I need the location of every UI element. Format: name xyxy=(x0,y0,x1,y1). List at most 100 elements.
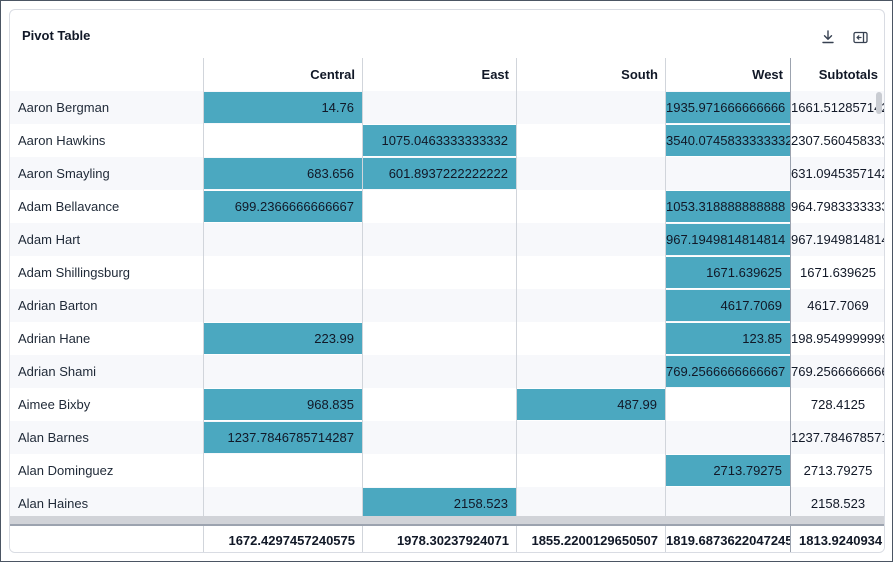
download-icon xyxy=(822,30,834,44)
card-title: Pivot Table xyxy=(22,28,91,43)
row-label: Adrian Barton xyxy=(18,298,98,313)
row-label: Alan Barnes xyxy=(18,430,89,445)
subtotal-cell: 198.95499999999998 xyxy=(791,331,884,346)
value-cell xyxy=(204,455,362,486)
value-cell xyxy=(204,290,362,321)
table-row: Alan Haines 2158.523 2158.523 xyxy=(10,487,884,520)
table-row: Adam Bellavance 699.2366666666667 1053.318… xyxy=(10,190,884,223)
expand-panel-button[interactable] xyxy=(849,26,871,48)
row-label: Aaron Bergman xyxy=(18,100,110,115)
value-cell xyxy=(517,257,665,288)
column-divider xyxy=(362,58,363,528)
column-divider xyxy=(790,58,791,528)
value-cell: 2158.523 xyxy=(363,488,516,519)
column-header-central[interactable]: Central xyxy=(310,67,355,82)
row-label: Adam Bellavance xyxy=(18,199,120,214)
grand-total-cell: 1813.9240934 xyxy=(799,533,883,548)
value-cell: 123.85 xyxy=(666,323,790,354)
column-divider xyxy=(516,526,517,552)
row-label: Alan Dominguez xyxy=(18,463,114,478)
row-label: Aaron Smayling xyxy=(18,166,110,181)
value-cell: 2713.79275 xyxy=(666,455,790,486)
row-label: Aaron Hawkins xyxy=(18,133,106,148)
row-label: Adam Shillingsburg xyxy=(18,265,131,280)
pivot-grid: Central East South West Subtotals Aaron Berg… xyxy=(10,58,884,552)
value-cell xyxy=(363,290,516,321)
table-row: Aaron Smayling 683.656 601.8937222222222 63… xyxy=(10,157,884,190)
vertical-scrollbar[interactable] xyxy=(876,92,882,114)
value-cell: 1053.318888888888 xyxy=(666,191,790,222)
value-cell xyxy=(204,125,362,156)
value-cell xyxy=(517,422,665,453)
column-divider xyxy=(516,58,517,528)
value-cell xyxy=(363,257,516,288)
value-cell xyxy=(363,455,516,486)
value-cell xyxy=(517,290,665,321)
column-divider xyxy=(203,58,204,528)
value-cell xyxy=(666,488,790,519)
subtotal-cell: 4617.7069 xyxy=(807,298,869,313)
value-cell xyxy=(363,422,516,453)
value-cell: 769.2566666666667 xyxy=(666,356,790,387)
subtotal-cell: 1237.7846785714287 xyxy=(791,430,884,445)
value-cell: 487.99 xyxy=(517,389,665,420)
value-cell xyxy=(363,389,516,420)
value-cell: 699.2366666666667 xyxy=(204,191,362,222)
value-cell xyxy=(517,224,665,255)
value-cell xyxy=(517,488,665,519)
expand-panel-icon xyxy=(852,31,868,43)
table-row: Adrian Shami 769.2566666666667 769.2566666… xyxy=(10,355,884,388)
value-cell: 4617.7069 xyxy=(666,290,790,321)
column-divider xyxy=(203,526,204,552)
value-cell xyxy=(517,455,665,486)
column-header-subtotals[interactable]: Subtotals xyxy=(818,67,878,82)
totals-row: 1672.4297457240575 1978.30237924071 1855.2… xyxy=(10,524,884,552)
value-cell: 14.76 xyxy=(204,92,362,123)
subtotal-cell: 964.7983333333333 xyxy=(791,199,884,214)
horizontal-scrollbar[interactable] xyxy=(10,516,884,524)
column-header-west[interactable]: West xyxy=(752,67,783,82)
value-cell: 1237.7846785714287 xyxy=(204,422,362,453)
column-divider xyxy=(790,526,791,552)
value-cell xyxy=(363,356,516,387)
grand-total-cell: 1978.30237924071 xyxy=(396,533,509,548)
subtotal-cell: 2307.5604583333335 xyxy=(791,133,884,148)
value-cell: 1671.639625 xyxy=(666,257,790,288)
column-header-south[interactable]: South xyxy=(621,67,658,82)
table-row: Alan Barnes 1237.7846785714287 1237.784678… xyxy=(10,421,884,454)
value-cell xyxy=(204,488,362,519)
value-cell xyxy=(517,323,665,354)
subtotal-cell: 1661.512857142857 xyxy=(791,100,884,115)
value-cell: 968.835 xyxy=(204,389,362,420)
value-cell: 1935.971666666666 xyxy=(666,92,790,123)
table-row: Aimee Bixby 968.835 487.99 728.4125 xyxy=(10,388,884,421)
grand-total-cell: 1855.2200129650507 xyxy=(531,533,658,548)
value-cell xyxy=(363,92,516,123)
value-cell xyxy=(666,389,790,420)
value-cell xyxy=(517,125,665,156)
grand-total-cell: 1672.4297457240575 xyxy=(228,533,355,548)
subtotal-cell: 2158.523 xyxy=(810,496,866,511)
column-divider xyxy=(665,526,666,552)
value-cell xyxy=(517,92,665,123)
column-divider xyxy=(665,58,666,528)
value-cell xyxy=(363,224,516,255)
table-row: Aaron Hawkins 1075.0463333333332 3540.0745… xyxy=(10,124,884,157)
pivot-table-card: Pivot Table Central East South West Subtotal… xyxy=(9,9,885,553)
value-cell xyxy=(666,158,790,189)
subtotal-cell: 2713.79275 xyxy=(803,463,873,478)
value-cell xyxy=(204,356,362,387)
subtotal-cell: 967.1949814814814 xyxy=(791,232,884,247)
table-row: Adam Shillingsburg 1671.639625 1671.639625 xyxy=(10,256,884,289)
table-row: Alan Dominguez 2713.79275 2713.79275 xyxy=(10,454,884,487)
table-row: Adrian Barton 4617.7069 4617.7069 xyxy=(10,289,884,322)
value-cell: 3540.0745833333332 xyxy=(666,125,790,156)
value-cell xyxy=(666,422,790,453)
row-label: Alan Haines xyxy=(18,496,89,511)
column-header-east[interactable]: East xyxy=(481,67,509,82)
row-label: Adrian Shami xyxy=(18,364,97,379)
value-cell xyxy=(517,158,665,189)
download-button[interactable] xyxy=(817,26,839,48)
table-row: Adrian Hane 223.99 123.85198.9549999999999… xyxy=(10,322,884,355)
